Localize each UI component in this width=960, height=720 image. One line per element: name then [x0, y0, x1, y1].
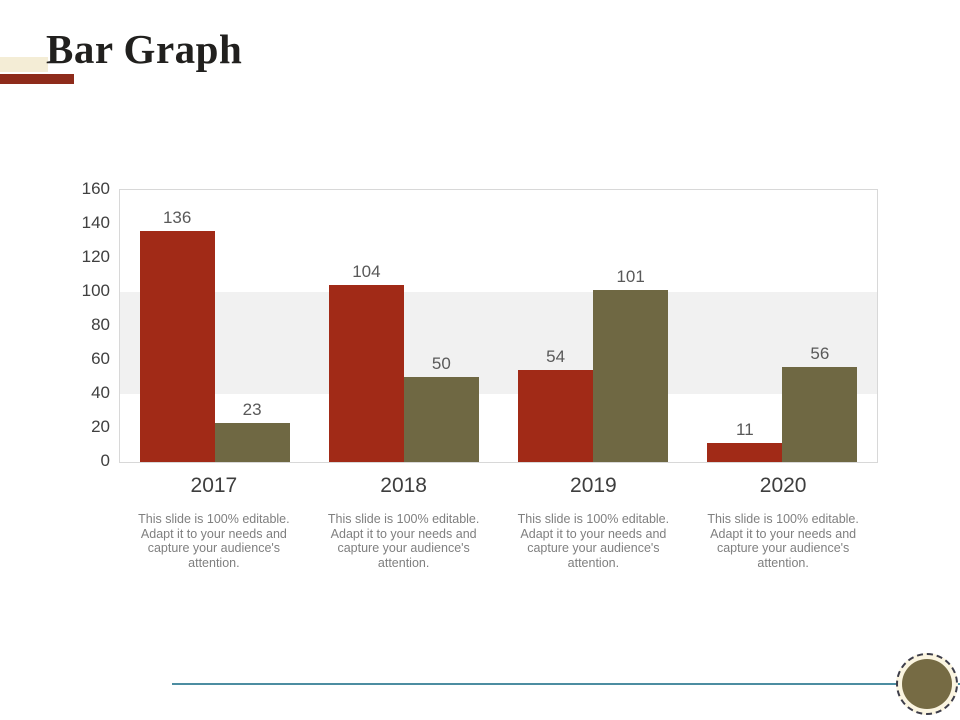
bar-series-2-2020 — [782, 366, 858, 462]
bar-column: 56 — [782, 343, 858, 462]
bar-column: 136 — [139, 207, 215, 462]
bar-group-2020: 11 56 — [688, 190, 877, 462]
category-caption: This slide is 100% editable. Adapt it to… — [517, 512, 670, 570]
bar-series-2-2017 — [214, 422, 290, 462]
title-underline-cream — [0, 57, 48, 72]
y-tick-label: 160 — [81, 179, 110, 198]
bar-group-2019: 54 101 — [499, 190, 688, 462]
category-row: 2017 This slide is 100% editable. Adapt i… — [119, 474, 878, 570]
y-tick-label: 60 — [91, 349, 110, 368]
category-label: 2018 — [380, 474, 427, 497]
bar-value-label: 54 — [546, 347, 566, 367]
category-block-2019: 2019 This slide is 100% editable. Adapt i… — [499, 474, 689, 570]
category-label: 2020 — [759, 474, 807, 497]
bar-series-2-2018 — [403, 377, 479, 462]
category-label: 2019 — [570, 474, 617, 497]
category-caption: This slide is 100% editable. Adapt it to… — [707, 512, 859, 570]
bar-value-label: 136 — [162, 207, 192, 227]
y-tick-label: 140 — [81, 213, 110, 232]
plot-area: 136 23 104 50 54 101 11 56 — [119, 189, 878, 463]
footer-divider-line — [172, 683, 960, 685]
bar-value-label: 50 — [431, 354, 451, 373]
bar-value-label: 56 — [810, 343, 830, 363]
footer-dashed-circle — [896, 653, 958, 715]
bar-group-2018: 104 50 — [309, 190, 498, 462]
bar-value-label: 101 — [616, 267, 645, 287]
bar-column: 23 — [214, 399, 290, 462]
highlight-band — [120, 292, 877, 394]
category-block-2018: 2018 This slide is 100% editable. Adapt i… — [309, 474, 499, 570]
bar-series-1-2018 — [328, 285, 404, 462]
bar-value-label: 11 — [736, 420, 754, 440]
category-block-2020: 2020 This slide is 100% editable. Adapt i… — [688, 474, 878, 570]
bar-column: 54 — [518, 347, 594, 462]
bar-column: 50 — [403, 354, 479, 462]
y-tick-label: 40 — [91, 383, 110, 402]
bar-series-1-2019 — [518, 370, 594, 462]
y-axis: 0 20 40 60 80 100 120 140 160 — [50, 179, 110, 470]
page-title: Bar Graph — [46, 26, 243, 72]
y-tick-label: 100 — [81, 281, 110, 300]
bar-series-1-2020 — [707, 443, 783, 462]
category-label: 2017 — [190, 474, 238, 497]
bar-value-label: 104 — [352, 262, 381, 282]
bar-column: 101 — [593, 267, 669, 462]
y-tick-label: 20 — [91, 417, 110, 436]
bar-group-2017: 136 23 — [120, 190, 309, 462]
y-tick-label: 80 — [91, 315, 110, 334]
bar-value-label: 23 — [242, 399, 262, 419]
title-underline-red — [0, 74, 74, 84]
footer-circle-icon — [902, 659, 952, 709]
category-caption: This slide is 100% editable. Adapt it to… — [138, 512, 290, 570]
y-tick-label: 0 — [100, 451, 110, 470]
bar-column: 11 — [707, 420, 783, 462]
category-block-2017: 2017 This slide is 100% editable. Adapt i… — [119, 474, 309, 570]
bar-groups: 136 23 104 50 54 101 11 56 — [120, 190, 877, 462]
y-tick-label: 120 — [81, 247, 110, 266]
bar-column: 104 — [328, 262, 404, 462]
bar-series-1-2017 — [139, 230, 215, 462]
bar-series-2-2019 — [593, 290, 669, 462]
category-caption: This slide is 100% editable. Adapt it to… — [327, 512, 480, 570]
